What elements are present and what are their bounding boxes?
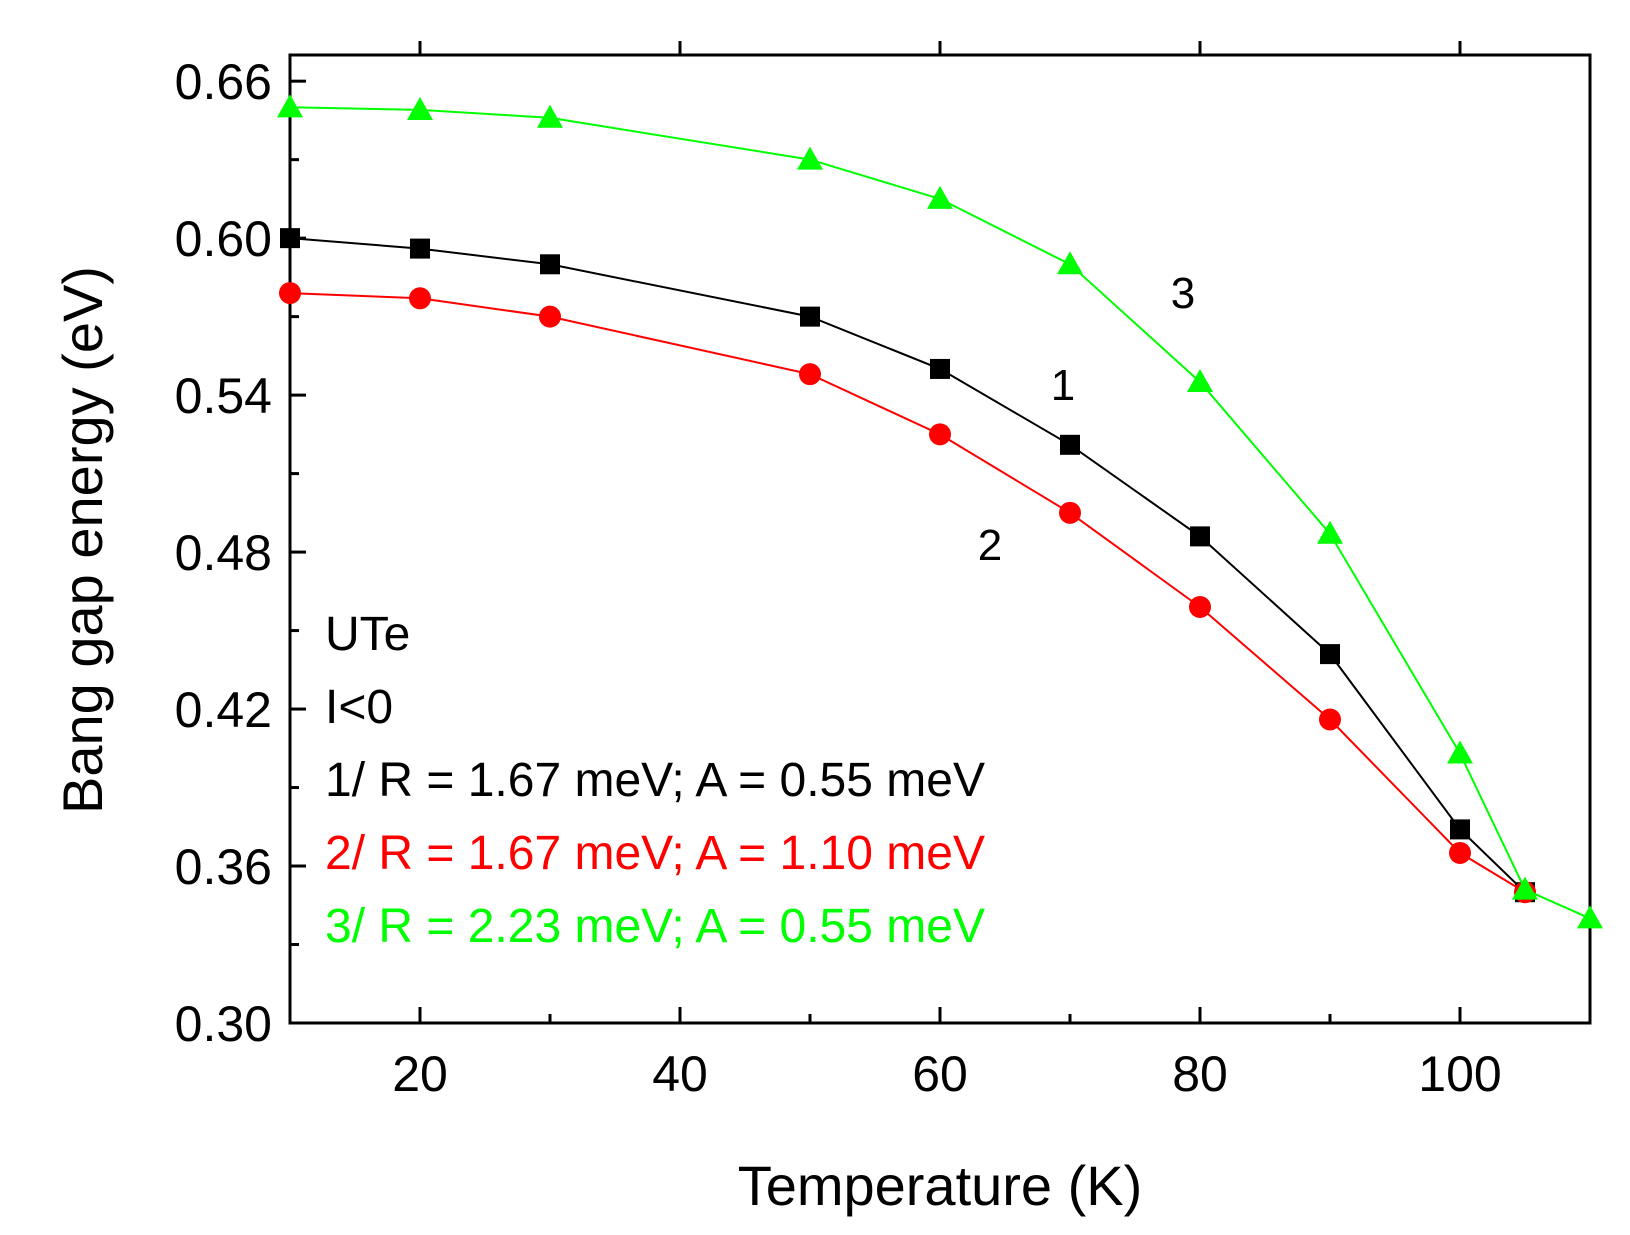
data-point-series-2 [1319,708,1341,731]
legend-series-1: 1/ R = 1.67 meV; A = 0.55 meV [325,754,985,807]
x-tick-label: 60 [912,1046,968,1102]
x-tick-label: 100 [1418,1046,1501,1102]
data-point-series-3 [277,94,303,118]
y-axis-title: Bang gap energy (eV) [51,266,114,814]
data-point-series-3 [407,96,433,120]
data-point-series-3 [537,104,563,128]
data-point-series-1 [800,306,820,327]
data-point-series-1 [280,228,300,249]
series-line-2 [289,292,1526,894]
curve-label-2: 2 [978,521,1002,570]
data-point-series-3 [1187,369,1213,393]
x-tick-label: 40 [652,1046,708,1102]
data-point-series-3 [1447,740,1473,764]
legend-block: UTe I<0 1/ R = 1.67 meV; A = 0.55 meV 2/… [325,608,985,953]
y-tick-label: 0.54 [175,368,272,424]
series-line-1 [289,237,1526,893]
curve-label-3: 3 [1171,269,1195,318]
data-point-series-3 [1057,251,1083,275]
y-tick-label: 0.36 [175,839,272,895]
data-point-series-1 [1060,434,1080,455]
y-axis-ticks: 0.30 0.36 0.42 0.48 0.54 0.60 0.66 [175,54,306,1052]
data-point-series-1 [1320,644,1340,665]
data-point-series-2 [1059,501,1081,524]
data-point-series-1 [1190,526,1210,547]
data-point-series-3 [1317,520,1343,544]
data-point-series-1 [410,238,430,259]
data-point-series-2 [929,423,951,446]
y-tick-label: 0.60 [175,211,272,267]
legend-condition: I<0 [325,681,393,734]
data-point-series-1 [1450,819,1470,840]
data-point-series-2 [1449,841,1471,864]
legend-series-2: 2/ R = 1.67 meV; A = 1.10 meV [325,827,985,880]
curve-label-1: 1 [1051,361,1075,410]
x-tick-label: 20 [392,1046,448,1102]
x-tick-label: 80 [1172,1046,1228,1102]
data-point-series-2 [409,287,431,310]
legend-material: UTe [325,608,410,661]
x-axis-title: Temperature (K) [738,1154,1143,1217]
series-layer [277,94,1603,929]
data-point-series-2 [799,363,821,386]
data-point-series-3 [927,185,953,209]
data-point-series-3 [1577,905,1603,929]
data-point-series-2 [279,282,301,305]
data-point-series-2 [539,305,561,328]
y-tick-label: 0.42 [175,682,272,738]
data-point-series-3 [797,146,823,170]
y-tick-label: 0.48 [175,525,272,581]
legend-series-3: 3/ R = 2.23 meV; A = 0.55 meV [325,900,985,953]
y-tick-label: 0.30 [175,996,272,1052]
x-axis-ticks: 20 40 60 80 100 [392,41,1592,1102]
data-point-series-1 [930,358,950,379]
data-point-series-3 [1512,876,1538,900]
data-point-series-2 [1189,596,1211,619]
y-tick-label: 0.66 [175,54,272,110]
data-point-series-1 [540,254,560,275]
